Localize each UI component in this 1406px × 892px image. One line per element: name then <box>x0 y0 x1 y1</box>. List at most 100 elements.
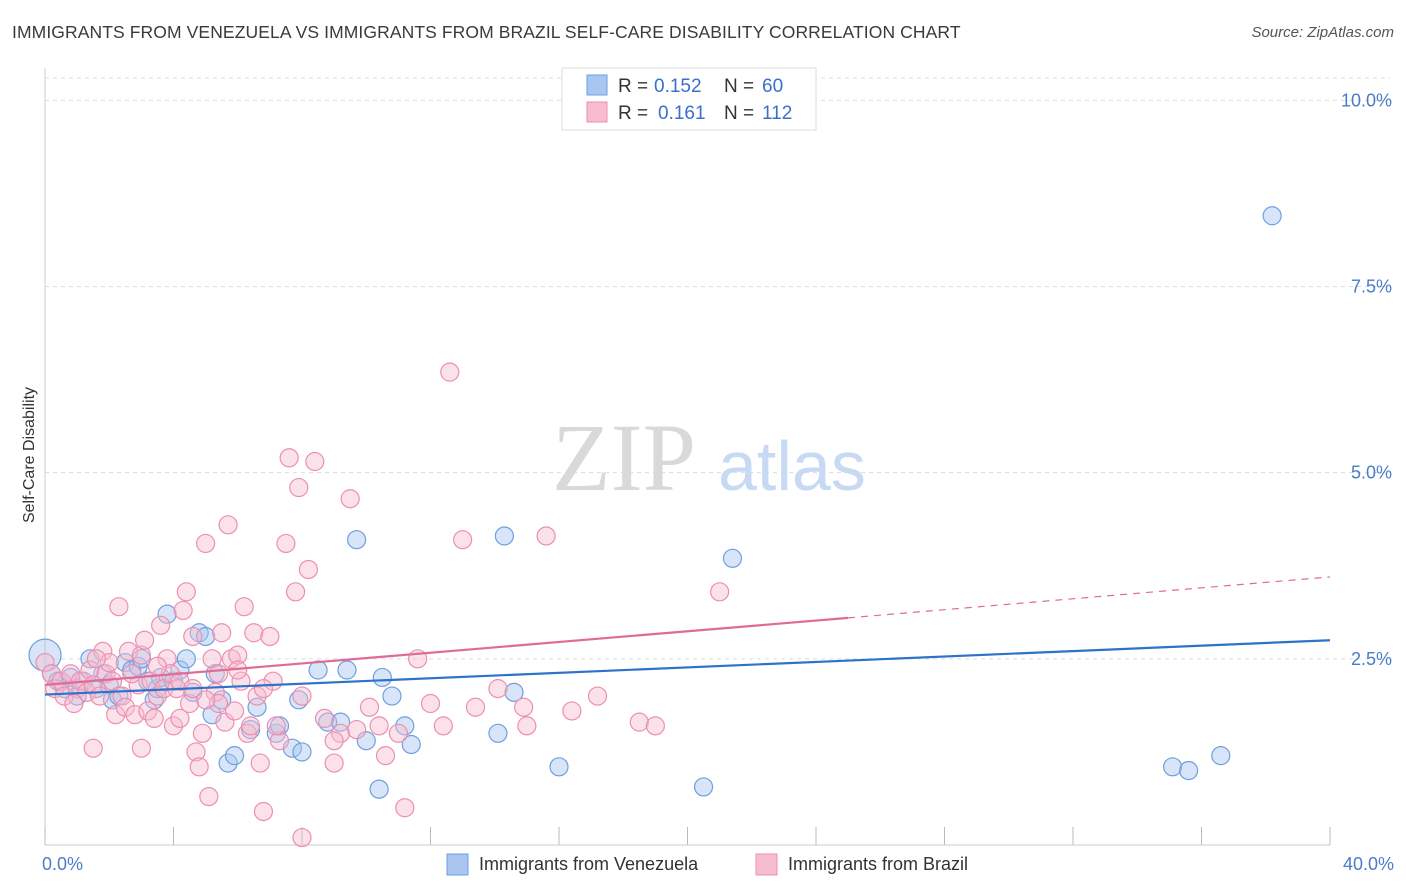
point-brazil-109 <box>517 716 537 736</box>
point-brazil-9 <box>80 660 100 680</box>
point-brazil-85 <box>514 697 534 717</box>
point-venezuela-56 <box>722 548 743 568</box>
point-brazil-99 <box>147 656 168 676</box>
point-venezuela-30 <box>212 690 232 710</box>
point-brazil-13 <box>96 664 116 684</box>
point-venezuela-20 <box>151 667 171 688</box>
point-venezuela-43 <box>337 660 357 680</box>
point-brazil-0 <box>35 652 55 673</box>
point-brazil-40 <box>189 757 209 777</box>
point-brazil-110 <box>587 686 608 706</box>
point-venezuela-21 <box>157 604 177 624</box>
legend-n-label-brazil: N = <box>724 103 754 124</box>
point-venezuela-46 <box>369 779 389 799</box>
x-tick-label-1: 40.0% <box>1343 854 1394 874</box>
point-brazil-36 <box>176 582 196 602</box>
point-venezuela-44 <box>347 530 367 550</box>
point-brazil-75 <box>347 719 367 740</box>
legend-r-value-venezuela: 0.152 <box>654 76 702 97</box>
point-venezuela-38 <box>289 690 309 710</box>
point-venezuela-54 <box>549 757 569 777</box>
point-brazil-108 <box>465 697 486 717</box>
point-brazil-51 <box>224 701 245 721</box>
y-tick-label-1: 5.0% <box>1351 463 1392 483</box>
watermark-atlas: atlas <box>718 427 866 505</box>
point-brazil-11 <box>90 686 110 706</box>
point-venezuela-58 <box>1179 760 1199 781</box>
point-brazil-105 <box>324 731 344 751</box>
point-brazil-1 <box>41 664 62 684</box>
point-brazil-95 <box>253 679 274 699</box>
point-venezuela-13 <box>115 652 135 673</box>
legend-n-value-venezuela: 60 <box>762 76 783 97</box>
point-venezuela-51 <box>488 723 508 743</box>
point-brazil-87 <box>562 701 582 721</box>
point-brazil-83 <box>453 530 473 550</box>
point-brazil-59 <box>250 753 270 773</box>
point-brazil-101 <box>208 664 229 684</box>
point-brazil-88 <box>629 712 649 732</box>
legend-swatch-venezuela <box>586 74 608 96</box>
point-brazil-47 <box>212 623 232 643</box>
point-brazil-91 <box>109 597 129 617</box>
point-venezuela-40 <box>308 660 328 680</box>
point-venezuela-59 <box>1211 746 1231 766</box>
point-brazil-66 <box>285 582 306 602</box>
watermark-zip: ZIP <box>552 404 696 511</box>
point-brazil-90 <box>83 738 103 758</box>
point-brazil-73 <box>330 723 351 743</box>
point-brazil-20 <box>125 705 145 725</box>
point-brazil-94 <box>196 690 216 710</box>
point-brazil-26 <box>144 708 164 729</box>
y-tick-label-3: 10.0% <box>1341 90 1392 110</box>
bottom-legend-swatch-brazil <box>755 853 778 876</box>
y-tick-label-2: 7.5% <box>1351 277 1392 297</box>
point-brazil-82 <box>440 362 460 382</box>
point-venezuela-53 <box>504 682 524 702</box>
watermark: ZIP atlas <box>552 404 866 511</box>
point-brazil-35 <box>173 600 193 621</box>
point-brazil-52 <box>228 645 248 665</box>
axes-layer: 2.5% 5.0% 7.5% 10.0% 0.0% 40.0% <box>42 68 1394 874</box>
point-brazil-65 <box>279 448 299 468</box>
point-venezuela-34 <box>247 697 267 717</box>
point-venezuela-47 <box>372 667 392 688</box>
point-brazil-67 <box>289 477 309 498</box>
point-venezuela-49 <box>395 716 415 736</box>
trend-line-extension-brazil <box>848 576 1331 619</box>
chart-source: Source: ZipAtlas.com <box>1251 24 1394 41</box>
point-venezuela-60 <box>1262 206 1282 226</box>
legend: R = 0.152 N = 60 R = 0.161 N = 112 <box>561 67 817 131</box>
bottom-legend-label-brazil: Immigrants from Brazil <box>788 854 968 874</box>
legend-r-label-venezuela: R = <box>618 76 648 97</box>
point-brazil-107 <box>433 716 453 736</box>
point-brazil-97 <box>86 649 107 669</box>
y-axis-label: Self-Care Disability <box>21 387 38 523</box>
point-brazil-111 <box>645 716 665 736</box>
point-brazil-15 <box>102 671 123 691</box>
legend-swatch-brazil <box>586 101 608 123</box>
x-tick-label-0: 0.0% <box>42 854 83 874</box>
point-brazil-27 <box>147 686 168 706</box>
point-venezuela-39 <box>292 742 312 762</box>
point-brazil-63 <box>269 731 290 751</box>
point-venezuela-57 <box>1162 757 1183 777</box>
grid-layer <box>45 77 1390 660</box>
point-brazil-61 <box>260 626 280 647</box>
point-brazil-42 <box>196 533 216 554</box>
point-brazil-12 <box>93 641 113 661</box>
point-brazil-64 <box>276 533 296 554</box>
point-brazil-72 <box>324 753 344 773</box>
point-brazil-71 <box>314 708 335 729</box>
point-brazil-14 <box>99 652 119 673</box>
point-brazil-60 <box>253 801 274 822</box>
point-brazil-58 <box>247 686 267 706</box>
point-brazil-56 <box>241 716 261 736</box>
point-venezuela-50 <box>401 734 421 755</box>
point-brazil-104 <box>292 686 312 706</box>
point-brazil-79 <box>395 798 415 818</box>
point-brazil-32 <box>163 716 184 736</box>
point-venezuela-32 <box>224 746 245 766</box>
bottom-legend-label-venezuela: Immigrants from Venezuela <box>479 854 699 874</box>
